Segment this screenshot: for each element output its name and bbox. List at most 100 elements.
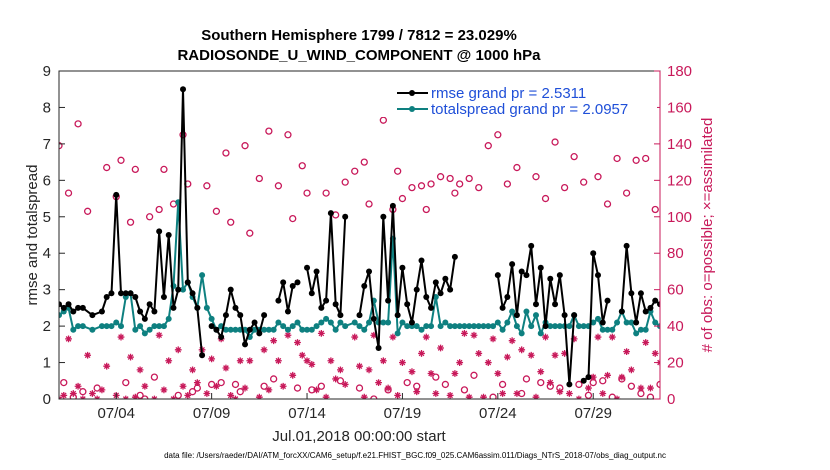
obs-possible-marker [570, 152, 578, 161]
obs-possible-marker [622, 189, 631, 197]
obs-assimilated-marker [103, 362, 111, 370]
y-tick-label: 9 [43, 63, 51, 80]
plot-content [59, 86, 660, 399]
obs-possible-marker [274, 182, 283, 190]
obs-possible-marker [560, 183, 569, 192]
obs-assimilated-marker [408, 368, 416, 376]
obs-possible-marker [126, 218, 135, 226]
rmse-marker [528, 242, 535, 249]
totalspread-marker [261, 326, 268, 333]
obs-possible-marker [59, 142, 63, 150]
rmse-marker [256, 330, 263, 337]
totalspread-marker [113, 319, 120, 326]
obs-possible-marker [489, 393, 497, 399]
obs-assimilated-marker [222, 364, 230, 372]
rmse-marker [113, 191, 120, 198]
obs-assimilated-marker [484, 359, 492, 366]
rmse-marker [418, 257, 425, 264]
rmse-marker [394, 312, 401, 319]
totalspread-marker [442, 319, 449, 326]
y-tick-label: 1 [43, 355, 51, 372]
rmse-marker [79, 304, 86, 311]
obs-possible-marker [427, 180, 435, 188]
obs-assimilated-marker [413, 388, 421, 396]
obs-assimilated-marker [589, 373, 597, 381]
obs-assimilated-marker [499, 390, 506, 397]
totalspread-marker [466, 323, 473, 330]
totalspread-marker [451, 323, 458, 330]
totalspread-marker [461, 323, 468, 330]
rmse-marker [118, 290, 125, 297]
totalspread-marker [509, 308, 516, 315]
totalspread-marker [270, 326, 277, 333]
rmse-marker [590, 250, 597, 257]
totalspread-marker [599, 326, 606, 333]
rmse-marker [604, 297, 611, 304]
totalspread-marker [294, 319, 301, 326]
y2-tick-label: 120 [667, 172, 692, 189]
obs-possible-marker [632, 156, 640, 164]
obs-possible-marker [537, 378, 545, 387]
y-tick-label: 2 [43, 318, 51, 335]
rmse-marker [642, 308, 649, 315]
rmse-marker [375, 344, 382, 351]
obs-assimilated-marker [370, 331, 378, 339]
totalspread-marker [580, 323, 587, 330]
rmse-marker [437, 290, 444, 297]
obs-assimilated-marker [255, 393, 263, 399]
totalspread-marker [633, 330, 640, 337]
y2-tick-label: 60 [667, 282, 684, 299]
obs-assimilated-marker [399, 359, 406, 366]
totalspread-marker [623, 319, 630, 326]
y-tick-label: 5 [43, 209, 51, 226]
obs-possible-marker [599, 377, 607, 385]
obs-assimilated-marker [174, 346, 182, 354]
obs-assimilated-marker [604, 371, 611, 379]
obs-assimilated-marker [356, 362, 363, 370]
obs-assimilated-marker [508, 337, 516, 345]
obs-assimilated-marker [189, 366, 196, 374]
rmse-marker [337, 312, 344, 319]
x-tick-label: 07/04 [97, 405, 135, 422]
obs-possible-marker [522, 375, 531, 383]
obs-possible-marker [60, 378, 68, 387]
totalspread-marker [98, 323, 105, 330]
totalspread-marker [423, 323, 430, 330]
obs-possible-marker [475, 183, 483, 192]
obs-assimilated-marker [337, 366, 344, 374]
rmse-marker [380, 213, 387, 220]
obs-possible-marker [651, 205, 659, 214]
obs-assimilated-marker [260, 346, 268, 354]
totalspread-marker [642, 326, 649, 333]
obs-assimilated-marker [456, 359, 464, 366]
rmse-marker [199, 352, 206, 359]
rmse-marker [146, 301, 153, 308]
obs-assimilated-marker [241, 384, 249, 392]
obs-assimilated-marker [160, 386, 168, 394]
totalspread-marker [513, 323, 520, 330]
rmse-marker [404, 301, 411, 308]
rmse-marker [542, 323, 549, 330]
obs-possible-marker [360, 158, 368, 166]
obs-assimilated-marker [317, 330, 325, 337]
obs-assimilated-marker [389, 333, 397, 341]
obs-possible-marker [594, 173, 602, 181]
rmse-marker [232, 304, 239, 311]
totalspread-marker [165, 315, 172, 322]
obs-possible-marker [155, 205, 163, 214]
rmse-marker [280, 279, 287, 286]
obs-possible-marker [584, 391, 593, 399]
rmse-marker [504, 293, 511, 300]
obs-possible-marker [145, 213, 154, 221]
rmse-marker [413, 286, 420, 293]
rmse-marker [327, 210, 334, 217]
obs-possible-marker [642, 154, 650, 163]
rmse-marker [170, 304, 177, 311]
obs-possible-marker [236, 388, 244, 396]
rmse-marker [289, 283, 296, 290]
obs-possible-marker [498, 380, 507, 389]
obs-assimilated-marker [74, 382, 82, 390]
rmse-marker [308, 290, 315, 297]
obs-assimilated-marker [532, 393, 540, 399]
obs-possible-marker [465, 174, 473, 183]
